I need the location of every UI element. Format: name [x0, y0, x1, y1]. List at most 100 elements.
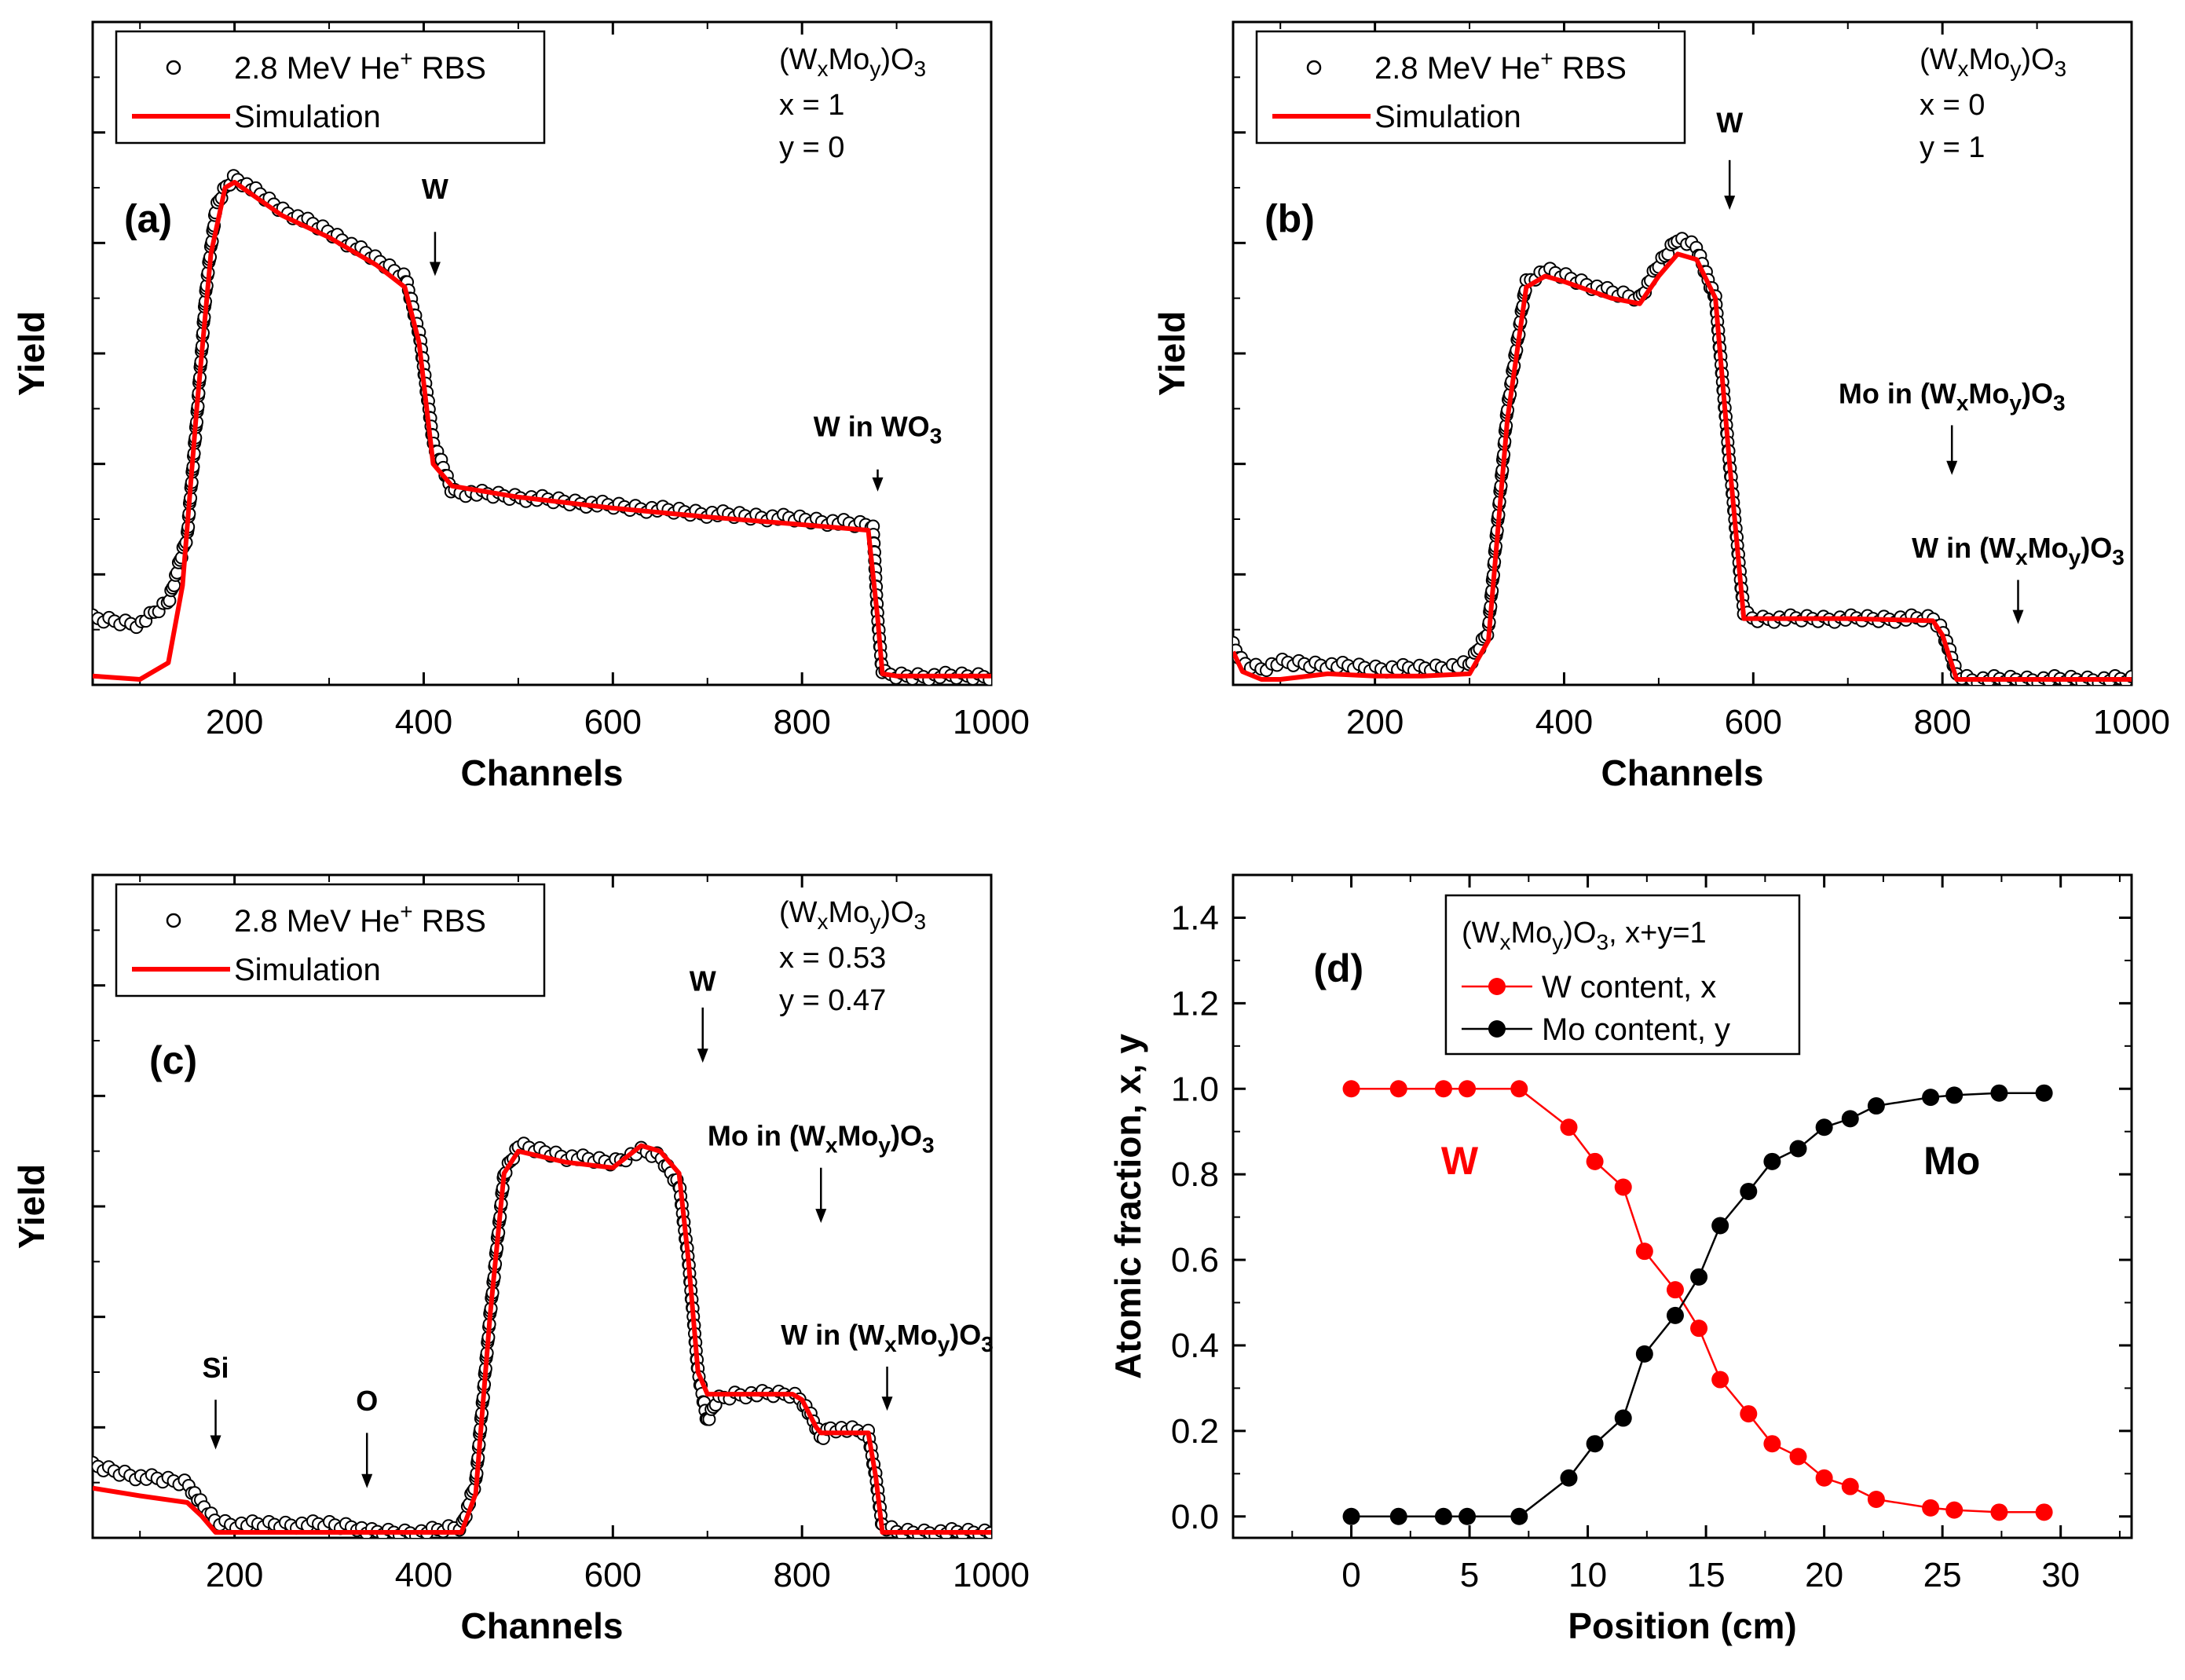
x-tick-label-b-3: 800	[1913, 703, 1971, 741]
legend-formula-d-run-2: Mo	[1510, 917, 1552, 950]
legend-rbs-sup: +	[400, 46, 412, 71]
chart-a: 200 400 600 800 1000 Channels Yield 2.8 MeV He+…	[11, 20, 1030, 793]
x-tick-label-c-2: 600	[584, 1556, 642, 1594]
w-content-point-16	[1841, 1477, 1859, 1495]
annotation-label-a-1-run-0: W in WO	[814, 411, 930, 443]
w-content-point-1	[1389, 1080, 1407, 1098]
series-line-1	[1351, 1092, 2044, 1518]
legend-box-c	[115, 883, 546, 997]
x-tick-label-d-4: 20	[1805, 1556, 1843, 1594]
legend-rbs-label-c: 2.8 MeV He+ RBS	[234, 899, 486, 939]
x-axis-title-c: Channels	[460, 1605, 623, 1646]
y-tick-label-d-6: 1.2	[1171, 984, 1219, 1023]
x-tick-label-d-2: 10	[1568, 1556, 1607, 1594]
annotation-label-b-0: W	[1716, 107, 1743, 139]
legend-rbs-text: 2.8 MeV He	[234, 904, 400, 939]
annotation-label-b-1-run-0: Mo in (W	[1839, 377, 1956, 409]
rbs-markers-b	[1233, 232, 2132, 685]
composition-formula-a-run-0: (W	[779, 43, 818, 76]
w-content-point-6	[1586, 1152, 1604, 1170]
panel-label-a: (a)	[124, 196, 172, 240]
annotation-label-c-2-run-3: y	[938, 1332, 950, 1356]
y-tick-label-d-2: 0.4	[1171, 1327, 1219, 1365]
annotation-label-c-4: O	[356, 1385, 378, 1417]
composition-formula-b-run-4: )O	[2021, 43, 2054, 76]
legend-w-marker	[1488, 978, 1506, 995]
legend-rbs-label-b: 2.8 MeV He+ RBS	[1374, 46, 1627, 86]
mo-content-point-15	[1815, 1118, 1833, 1136]
annotation-label-b-2-run-2: Mo	[2028, 532, 2069, 564]
composition-x-a: x = 1	[779, 89, 844, 122]
composition-formula-a-run-2: Mo	[829, 43, 870, 76]
annotation-label-b-1-run-3: y	[2009, 390, 2022, 415]
legend-formula-d-run-4: )O	[1563, 917, 1596, 950]
annotation-arrow-head-c-0	[697, 1049, 708, 1063]
annotation-label-b-0-run-0: W	[1716, 107, 1743, 139]
annotation-label-b-1-run-5: 3	[2053, 390, 2066, 415]
composition-formula-c-run-1: x	[818, 910, 829, 934]
legend-rbs-suffix: RBS	[413, 904, 486, 939]
legend-mo-marker	[1488, 1020, 1506, 1038]
mo-content-point-7	[1614, 1409, 1632, 1427]
annotation-label-c-2: W in (Wx​Moy​)O3​	[781, 1319, 994, 1356]
annotation-label-c-1-run-5: 3	[922, 1133, 935, 1158]
annotation-arrow-head-a-0	[429, 262, 441, 276]
y-tick-label-d-3: 0.6	[1171, 1241, 1219, 1279]
mo-content-point-5	[1560, 1469, 1578, 1487]
w-content-point-17	[1867, 1490, 1885, 1508]
panel-label-c: (c)	[149, 1038, 197, 1082]
x-tick-label-a-4: 1000	[953, 703, 1030, 741]
annotation-label-b-2-run-4: )O	[2081, 532, 2112, 564]
legend-rbs-sup: +	[1540, 46, 1553, 71]
legend-formula-d-run-0: (W	[1462, 917, 1500, 950]
curve-label-1: Mo	[1923, 1139, 1980, 1183]
x-tick-label-a-1: 400	[395, 703, 452, 741]
legend-formula-d-run-5: 3	[1596, 930, 1609, 954]
mo-content-point-8	[1635, 1345, 1653, 1363]
w-content-point-12	[1740, 1405, 1758, 1423]
legend-formula-d: (Wx​Moy​)O3​, x+y=1	[1462, 917, 1707, 954]
annotation-arrow-head-c-1	[815, 1209, 827, 1224]
x-tick-label-c-3: 800	[773, 1556, 830, 1594]
legend-sim-label-b: Simulation	[1374, 100, 1521, 134]
composition-formula-c-run-2: Mo	[829, 896, 870, 929]
y-axis-title-d: Atomic fraction, x, y	[1107, 1034, 1148, 1379]
x-tick-label-c-0: 200	[206, 1556, 263, 1594]
w-content-point-8	[1635, 1243, 1653, 1261]
annotation-label-b-2-run-5: 3	[2112, 545, 2125, 569]
annotation-label-c-2-run-2: Mo	[897, 1319, 938, 1351]
annotation-label-c-1: Mo in (Wx​Moy​)O3​	[708, 1120, 935, 1158]
x-tick-label-b-0: 200	[1346, 703, 1404, 741]
w-content-point-13	[1763, 1435, 1781, 1453]
annotation-label-b-1-run-1: x	[1956, 390, 1969, 415]
composition-formula-b: (Wx​Moy​)O3​	[1920, 43, 2066, 81]
mo-content-point-20	[1990, 1084, 2008, 1102]
composition-formula-b-run-2: Mo	[1969, 43, 2011, 76]
annotation-label-c-0: W	[690, 965, 716, 997]
annotation-label-c-1-run-2: Mo	[837, 1120, 878, 1152]
composition-formula-b-run-1: x	[1958, 57, 1969, 81]
w-content-point-15	[1815, 1469, 1833, 1487]
legend-formula-d-run-1: x	[1499, 930, 1510, 954]
annotation-label-c-2-run-0: W in (W	[781, 1319, 884, 1351]
annotation-arrow-head-b-0	[1724, 196, 1736, 210]
w-content-point-10	[1690, 1319, 1708, 1338]
mo-content-point-19	[1945, 1086, 1964, 1104]
mo-content-point-3	[1458, 1507, 1477, 1525]
legend-rbs-suffix: RBS	[1554, 51, 1627, 86]
annotation-label-c-3: Si	[203, 1352, 229, 1384]
legend-c: 2.8 MeV He+ RBS Simulation	[115, 883, 546, 997]
legend-rbs-text: 2.8 MeV He	[1374, 51, 1540, 86]
x-axis-title-a: Channels	[460, 752, 623, 793]
curve-label-0: W	[1441, 1139, 1479, 1183]
annotation-label-b-1-run-2: Mo	[1968, 377, 2009, 409]
annotation-label-c-4-run-0: O	[356, 1385, 378, 1417]
x-tick-label-d-6: 30	[2041, 1556, 2080, 1594]
mo-content-point-2	[1434, 1507, 1452, 1525]
y-axis-title-c: Yield	[11, 1164, 52, 1249]
y-tick-label-d-0: 0.0	[1171, 1498, 1219, 1536]
composition-y-c: y = 0.47	[779, 984, 886, 1017]
legend-d: (Wx​Moy​)O3​, x+y=1 W content, x Mo conten…	[1444, 894, 1801, 1056]
annotation-label-a-1: W in WO3​	[814, 411, 942, 448]
composition-formula-c-run-5: 3	[914, 910, 927, 934]
